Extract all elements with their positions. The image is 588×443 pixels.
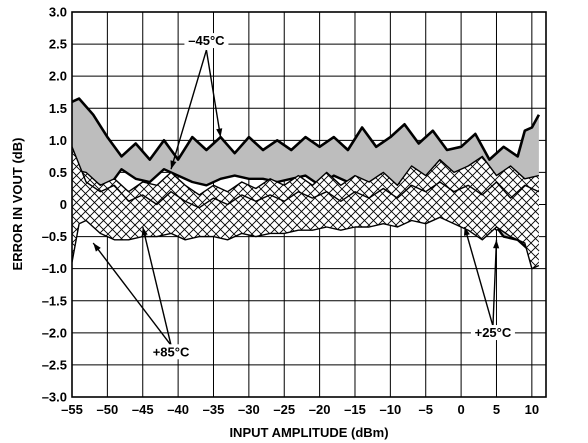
y-tick-label: –1.5 (42, 293, 67, 308)
x-axis-title: INPUT AMPLITUDE (dBm) (229, 425, 388, 440)
annotations: –45°C +85°C +25°C (92, 33, 515, 360)
annotation-arrow-line (142, 226, 172, 346)
series-layer (72, 97, 541, 270)
y-tick-label: 0 (60, 197, 67, 212)
annotation-arrowhead (493, 239, 500, 249)
annotation-label: –45°C (188, 33, 225, 48)
y-tick-label: –3.0 (42, 390, 67, 405)
annotation-label: +25°C (475, 325, 512, 340)
x-tick-label: 0 (457, 402, 464, 417)
y-tick-label: –2.5 (42, 357, 67, 372)
annotation-label-bg (184, 33, 229, 49)
annotation-arrow-line (170, 49, 208, 170)
annotation-arrowhead (93, 243, 101, 252)
y-tick-label: –0.5 (42, 229, 67, 244)
y-tick-label: 0.5 (49, 165, 67, 180)
x-tick-label: –30 (238, 402, 260, 417)
x-tick-label: –10 (380, 402, 402, 417)
annotation-arrow-line (463, 226, 494, 327)
x-tick-label: –50 (97, 402, 119, 417)
y-tick-label: 2.0 (49, 69, 67, 84)
x-tick-label: –45 (132, 402, 154, 417)
y-tick-label: –1.0 (42, 261, 67, 276)
annotation-label-bg (149, 344, 194, 360)
y-tick-label: 1.5 (49, 101, 67, 116)
annotation-label-bg (470, 325, 515, 341)
x-tick-label: –15 (344, 402, 366, 417)
annotation-arrow-line (92, 242, 172, 346)
band-upper-line-25C (72, 155, 540, 196)
band-upper-line-45C (72, 97, 541, 161)
annotation-arrow-line (205, 49, 222, 138)
plot-frame (71, 11, 547, 398)
annotation-arrowhead (463, 226, 470, 236)
tick-labels: –55 –50 –45 –40 –35 –30 –25 –20 –15 –10 –5 0 5 103.02… (42, 5, 539, 418)
annotation-arrow-line (492, 239, 498, 327)
x-tick-label: –55 (61, 402, 83, 417)
x-tick-label: 10 (525, 402, 539, 417)
band-lower-line-85C (72, 216, 540, 270)
x-tick-label: –20 (309, 402, 331, 417)
x-tick-label: –40 (167, 402, 189, 417)
annotation-arrowhead (170, 160, 177, 170)
annotation-arrowhead (141, 226, 148, 236)
y-axis-title: ERROR IN VOUT (dB) (10, 138, 25, 271)
x-tick-label: –5 (418, 402, 432, 417)
annotation-label: +85°C (153, 344, 190, 359)
x-tick-label: –25 (273, 402, 295, 417)
x-tick-label: 5 (493, 402, 500, 417)
y-tick-label: 1.0 (49, 133, 67, 148)
y-tick-label: –2.0 (42, 325, 67, 340)
y-tick-label: 2.5 (49, 37, 67, 52)
band-upper-line-85C (72, 146, 540, 209)
y-tick-label: 3.0 (49, 5, 67, 20)
x-tick-label: –35 (203, 402, 225, 417)
annotation-arrowhead (216, 128, 223, 138)
band-fill-85C (72, 146, 539, 269)
